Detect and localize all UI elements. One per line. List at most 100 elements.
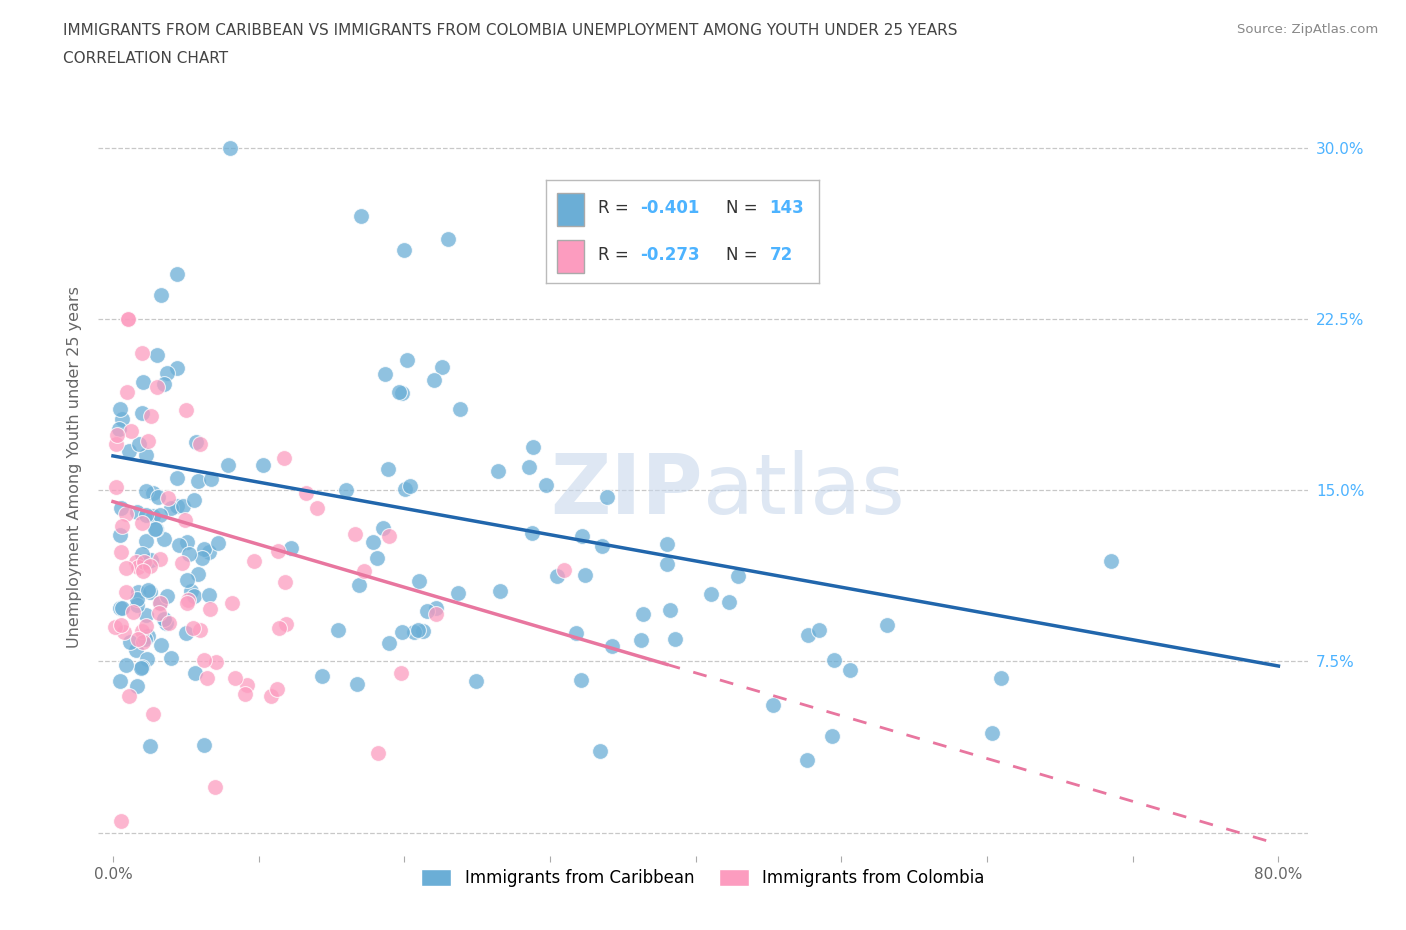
Point <box>399 478 422 493</box>
Point <box>631 607 654 622</box>
Point <box>145 522 167 537</box>
Point <box>180 583 202 598</box>
Point <box>108 421 131 436</box>
Point <box>166 498 188 513</box>
Point <box>166 267 188 282</box>
Point <box>353 564 375 578</box>
Point <box>104 619 127 634</box>
Point <box>266 682 288 697</box>
Point <box>141 707 163 722</box>
Point <box>111 411 134 426</box>
Point <box>546 568 568 583</box>
Point <box>135 652 157 667</box>
Point <box>274 617 297 631</box>
Point <box>657 537 679 551</box>
Text: 72: 72 <box>769 246 793 264</box>
Point <box>193 542 215 557</box>
Point <box>128 436 150 451</box>
Point <box>135 533 157 548</box>
Text: N =: N = <box>725 246 763 264</box>
Point <box>347 577 370 591</box>
Point <box>160 651 183 666</box>
Point <box>367 745 389 760</box>
Point <box>174 626 197 641</box>
Point <box>553 563 575 578</box>
Point <box>177 547 200 562</box>
Point <box>361 534 384 549</box>
Point <box>197 544 219 559</box>
Point <box>110 673 132 688</box>
Point <box>125 678 148 693</box>
Text: N =: N = <box>725 199 763 217</box>
Point <box>807 622 830 637</box>
Point <box>374 366 396 381</box>
Point <box>138 629 160 644</box>
Point <box>127 631 149 646</box>
Point <box>117 312 139 326</box>
Point <box>796 752 818 767</box>
Point <box>184 665 207 680</box>
Point <box>280 541 302 556</box>
Point <box>699 587 721 602</box>
Point <box>114 658 136 672</box>
Point <box>571 672 593 687</box>
Point <box>517 460 540 475</box>
Point <box>664 631 686 646</box>
Point <box>110 814 132 829</box>
Point <box>233 686 256 701</box>
Point <box>205 655 228 670</box>
Point <box>149 507 172 522</box>
Point <box>574 567 596 582</box>
Point <box>183 588 205 603</box>
Point <box>252 458 274 472</box>
Y-axis label: Unemployment Among Youth under 25 years: Unemployment Among Youth under 25 years <box>67 286 83 648</box>
Point <box>218 140 240 155</box>
Point <box>823 653 845 668</box>
Point <box>149 596 172 611</box>
Point <box>217 458 239 472</box>
Point <box>160 500 183 515</box>
Point <box>131 660 153 675</box>
Point <box>797 628 820 643</box>
Point <box>718 594 741 609</box>
Text: -0.401: -0.401 <box>640 199 700 217</box>
FancyBboxPatch shape <box>557 193 585 226</box>
Point <box>120 423 142 438</box>
Point <box>273 575 295 590</box>
Point <box>305 500 328 515</box>
Point <box>236 677 259 692</box>
Point <box>198 602 221 617</box>
Point <box>127 560 149 575</box>
Point <box>181 620 204 635</box>
Point <box>139 584 162 599</box>
Point <box>266 543 288 558</box>
Point <box>449 402 471 417</box>
Point <box>153 377 176 392</box>
Point <box>990 671 1012 685</box>
Point <box>394 481 416 496</box>
Point <box>108 401 131 416</box>
Point <box>174 512 197 527</box>
Point <box>267 620 290 635</box>
Point <box>186 474 208 489</box>
Point <box>184 434 207 449</box>
Point <box>176 596 198 611</box>
Point <box>350 208 373 223</box>
Point <box>412 623 434 638</box>
Point <box>200 472 222 486</box>
Point <box>311 668 333 683</box>
Point <box>391 386 413 401</box>
Point <box>464 673 486 688</box>
Point <box>389 666 412 681</box>
Point <box>193 737 215 752</box>
Point <box>630 632 652 647</box>
Point <box>131 516 153 531</box>
Point <box>188 622 211 637</box>
Point <box>242 553 264 568</box>
Point <box>406 623 429 638</box>
Point <box>148 605 170 620</box>
Point <box>260 688 283 703</box>
Point <box>821 729 844 744</box>
Point <box>125 591 148 606</box>
Text: Source: ZipAtlas.com: Source: ZipAtlas.com <box>1237 23 1378 36</box>
